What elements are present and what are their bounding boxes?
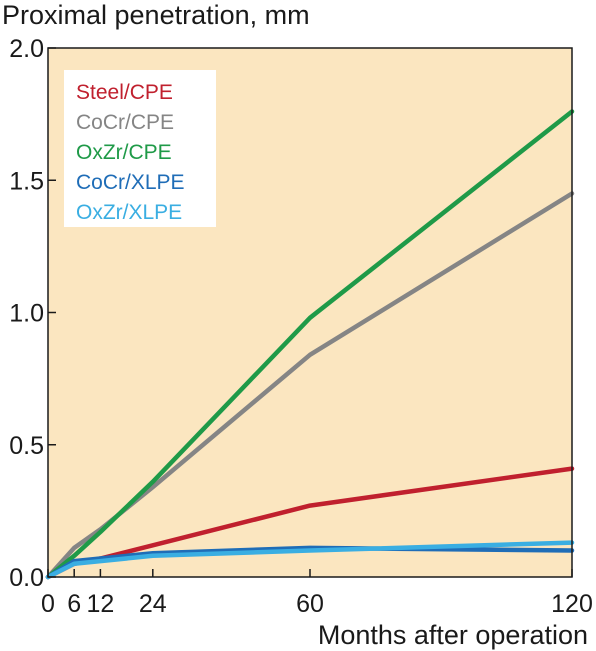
ticks-layer: 0.0 0.5 1.0 1.5 2.0 0 6 12 24 60 120 (9, 35, 593, 618)
legend-item-1: CoCr/CPE (76, 111, 174, 134)
legend-item-4: OxZr/XLPE (76, 201, 182, 224)
x-tick-label: 60 (296, 590, 324, 618)
x-tick-label: 0 (41, 590, 55, 618)
x-tick-label: 6 (67, 590, 81, 618)
y-axis-label: Proximal penetration, mm (2, 0, 310, 30)
legend-item-2: OxZr/CPE (76, 141, 172, 164)
x-axis-label: Months after operation (318, 620, 588, 650)
y-tick-label: 1.0 (9, 300, 44, 328)
series-line-4 (45, 540, 575, 580)
series-line-2 (45, 109, 575, 580)
series-layer (45, 109, 575, 580)
legend-box (64, 70, 216, 227)
x-tick-label: 24 (139, 590, 167, 618)
legend-item-0: Steel/CPE (76, 81, 173, 104)
y-tick-label: 1.5 (9, 167, 44, 195)
x-tick-label: 12 (86, 590, 114, 618)
y-tick-label: 0.5 (9, 432, 44, 460)
y-tick-label: 0.0 (9, 564, 44, 592)
legend: Steel/CPE CoCr/CPE OxZr/CPE CoCr/XLPE OxZr/X… (64, 70, 216, 227)
x-tick-label: 120 (551, 590, 593, 618)
legend-item-3: CoCr/XLPE (76, 171, 185, 194)
y-tick-label: 2.0 (9, 35, 44, 63)
